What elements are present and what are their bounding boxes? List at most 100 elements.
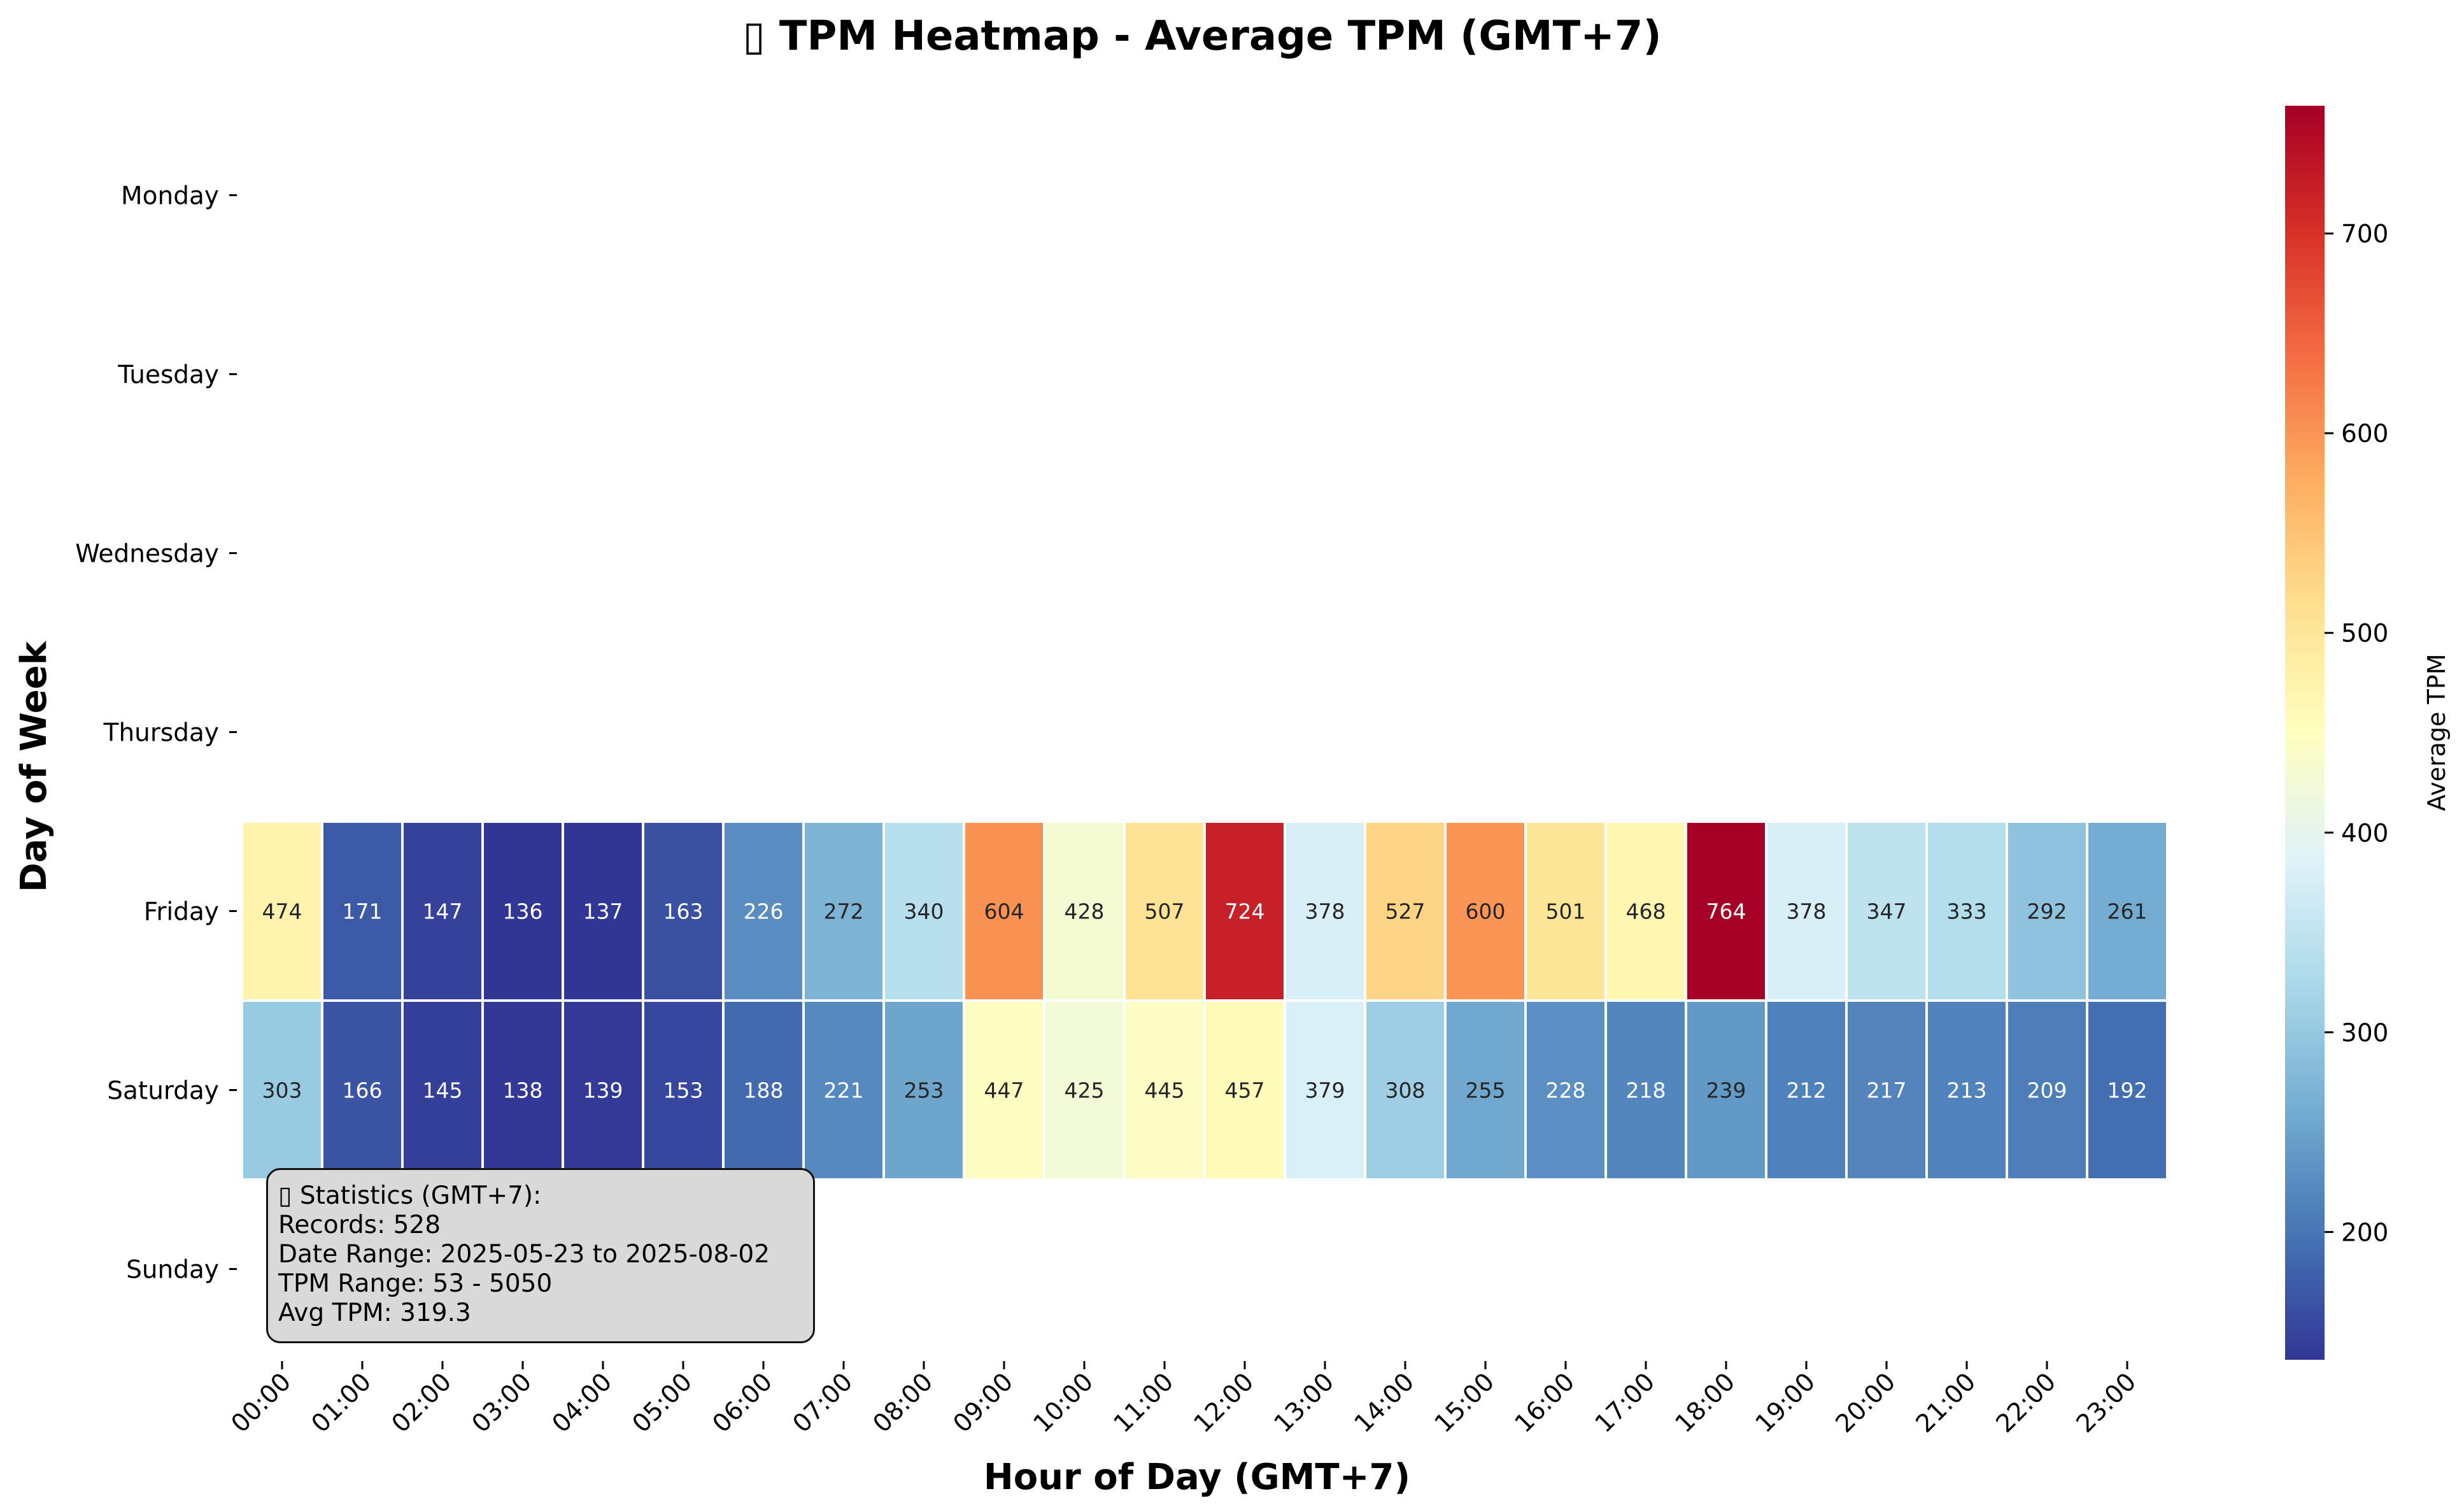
cell-value-label: 457 — [1225, 1078, 1265, 1103]
cell-value-label: 425 — [1065, 1078, 1105, 1103]
x-tick-label: 07:00 — [788, 1367, 858, 1438]
x-tick-label: 18:00 — [1670, 1367, 1741, 1438]
cell-value-label: 445 — [1145, 1078, 1185, 1103]
y-tick-label: Saturday — [107, 1077, 219, 1106]
stats-title: ▯ Statistics (GMT+7): — [278, 1181, 542, 1210]
heatmap-cell — [963, 820, 1045, 1002]
cell-value-label: 428 — [1065, 899, 1105, 924]
statistics-box: ▯ Statistics (GMT+7): Records: 528 Date … — [266, 1168, 815, 1343]
y-tick-label: Friday — [144, 898, 219, 927]
cell-value-label: 136 — [503, 899, 543, 924]
heatmap-cell-labels: 474 171 147 136 137 163 226 272 340 604 428 507 724 3… — [262, 899, 2148, 1103]
cell-value-label: 147 — [423, 899, 463, 924]
x-tick-label: 12:00 — [1189, 1367, 1259, 1438]
heatmap-cell — [1845, 820, 1928, 1002]
stats-tpm-range: TPM Range: 53 - 5050 — [278, 1269, 553, 1298]
stats-records: Records: 528 — [278, 1211, 441, 1239]
cell-value-label: 163 — [663, 899, 704, 924]
x-tick-label: 17:00 — [1590, 1367, 1660, 1438]
cell-value-label: 501 — [1546, 899, 1586, 924]
colorbar — [2285, 106, 2325, 1360]
cell-value-label: 213 — [1947, 1078, 1987, 1103]
x-tick-label: 11:00 — [1108, 1367, 1179, 1438]
x-tick-label: 16:00 — [1510, 1367, 1580, 1438]
heatmap-cell — [1123, 820, 1206, 1002]
heatmap-cell — [562, 999, 644, 1181]
cell-value-label: 474 — [262, 899, 302, 924]
cell-value-label: 171 — [343, 899, 383, 924]
x-axis-label: Hour of Day (GMT+7) — [984, 1457, 1410, 1498]
colorbar-ticks: 200 300 400 500 600 700 — [2325, 220, 2388, 1247]
y-axis-label: Day of Week — [13, 640, 55, 892]
cell-value-label: 468 — [1626, 899, 1666, 924]
chart-title: ▯ TPM Heatmap - Average TPM (GMT+7) — [742, 13, 1661, 60]
cell-value-label: 600 — [1466, 899, 1506, 924]
cell-value-label: 166 — [343, 1078, 383, 1103]
cell-value-label: 192 — [2107, 1078, 2148, 1103]
x-tick-label: 05:00 — [627, 1367, 698, 1438]
heatmap-cell — [1203, 820, 1286, 1002]
cell-value-label: 188 — [744, 1078, 784, 1103]
heatmap-cell — [2006, 999, 2088, 1181]
x-tick-label: 03:00 — [467, 1367, 537, 1438]
x-tick-label: 01:00 — [306, 1367, 377, 1438]
heatmap-cell — [2086, 820, 2169, 1002]
x-tick-label: 19:00 — [1750, 1367, 1821, 1438]
heatmap-cell — [1444, 820, 1527, 1002]
cell-value-label: 226 — [744, 899, 784, 924]
stats-avg-tpm: Avg TPM: 319.3 — [278, 1299, 471, 1327]
x-axis: 00:00 01:00 02:00 03:00 04:00 05:00 06:00 07:00… — [226, 1361, 2142, 1439]
cell-value-label: 137 — [583, 899, 623, 924]
heatmap-cell — [1604, 820, 1687, 1002]
heatmap-cell — [1364, 820, 1447, 1002]
heatmap-cell — [1284, 999, 1366, 1181]
x-tick-label: 22:00 — [1991, 1367, 2062, 1438]
heatmap-cell — [1524, 999, 1607, 1181]
x-tick-label: 00:00 — [226, 1367, 297, 1438]
x-tick-label: 02:00 — [386, 1367, 457, 1438]
cell-value-label: 378 — [1787, 899, 1827, 924]
cell-value-label: 447 — [984, 1078, 1024, 1103]
cell-value-label: 378 — [1305, 899, 1345, 924]
x-tick-label: 06:00 — [707, 1367, 778, 1438]
cell-value-label: 253 — [904, 1078, 944, 1103]
heatmap-cell — [241, 820, 323, 1002]
colorbar-tick-label: 700 — [2341, 220, 2388, 249]
heatmap-cell — [802, 820, 885, 1002]
y-tick-label: Tuesday — [117, 361, 219, 390]
x-tick-label: 15:00 — [1429, 1367, 1500, 1438]
cell-value-label: 145 — [423, 1078, 463, 1103]
x-tick-label: 10:00 — [1028, 1367, 1099, 1438]
heatmap-cell — [321, 820, 404, 1002]
cell-value-label: 239 — [1706, 1078, 1746, 1103]
cell-value-label: 333 — [1947, 899, 1987, 924]
y-tick-label: Sunday — [126, 1256, 219, 1285]
cell-value-label: 221 — [824, 1078, 864, 1103]
cell-value-label: 604 — [984, 899, 1024, 924]
heatmap-cell — [1925, 999, 2008, 1181]
heatmap-cell — [1925, 820, 2008, 1002]
cell-value-label: 218 — [1626, 1078, 1666, 1103]
cell-value-label: 212 — [1787, 1078, 1827, 1103]
heatmap-cell — [1524, 820, 1607, 1002]
cell-value-label: 272 — [824, 899, 864, 924]
stats-date-range: Date Range: 2025-05-23 to 2025-08-02 — [278, 1240, 770, 1269]
cell-value-label: 209 — [2027, 1078, 2067, 1103]
heatmap-cell — [401, 820, 484, 1002]
heatmap-cell — [1685, 820, 1767, 1002]
heatmap-cell — [321, 999, 404, 1181]
cell-value-label: 347 — [1867, 899, 1907, 924]
heatmap-cells — [241, 820, 2169, 1181]
heatmap-cell — [882, 820, 965, 1002]
cell-value-label: 527 — [1385, 899, 1426, 924]
cell-value-label: 292 — [2027, 899, 2067, 924]
heatmap-cell — [642, 999, 725, 1181]
cell-value-label: 255 — [1466, 1078, 1506, 1103]
heatmap-cell — [882, 999, 965, 1181]
cell-value-label: 308 — [1385, 1078, 1426, 1103]
cell-value-label: 138 — [503, 1078, 543, 1103]
colorbar-tick-label: 300 — [2341, 1019, 2388, 1048]
colorbar-tick-label: 500 — [2341, 620, 2388, 648]
heatmap-cell — [241, 999, 323, 1181]
